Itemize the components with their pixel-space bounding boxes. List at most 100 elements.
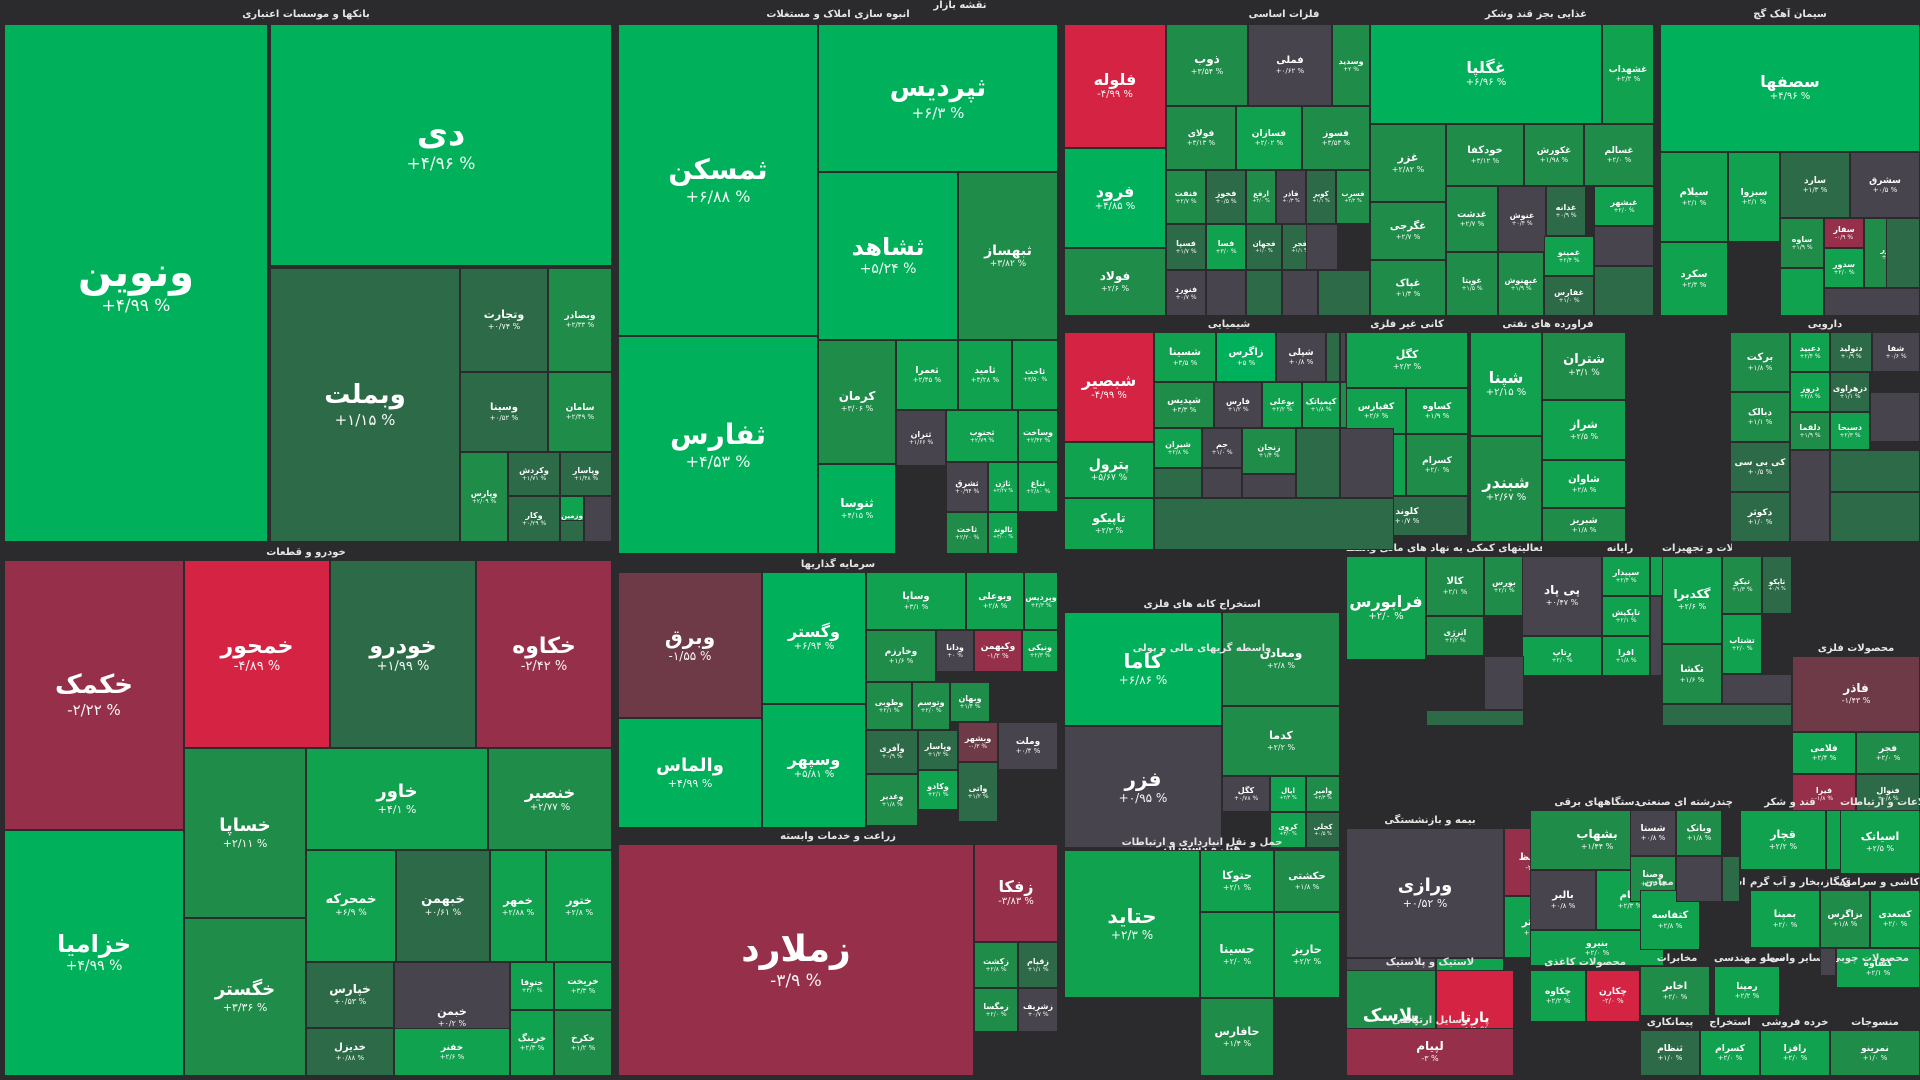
stock-tile[interactable]: زنجان +۱/۴ % bbox=[1242, 428, 1296, 474]
stock-tile[interactable]: وبصادر +۲/۳۳ % bbox=[548, 268, 612, 372]
minor-stock-cell[interactable] bbox=[1824, 288, 1920, 316]
stock-tile[interactable]: شبصیر -۴/۹۹ % bbox=[1064, 332, 1154, 442]
minor-stock-cell[interactable] bbox=[1676, 856, 1722, 902]
stock-tile[interactable]: وصنا +۲/۲ % bbox=[1630, 856, 1676, 902]
minor-stock-cell[interactable] bbox=[1722, 856, 1740, 902]
stock-tile[interactable]: کساوه +۱/۹ % bbox=[1406, 388, 1468, 434]
minor-stock-cell[interactable] bbox=[1790, 450, 1830, 542]
minor-stock-cell[interactable] bbox=[1594, 226, 1654, 266]
stock-tile[interactable]: بالبر +۰/۸ % bbox=[1530, 870, 1596, 930]
stock-tile[interactable]: ثپردیس +۶/۳ % bbox=[818, 24, 1058, 172]
stock-tile[interactable]: وسپهر +۵/۸۱ % bbox=[762, 704, 866, 828]
stock-tile[interactable]: وبهان +۱/۴ % bbox=[950, 682, 990, 722]
stock-tile[interactable]: خاور +۴/۱ % bbox=[306, 748, 488, 850]
stock-tile[interactable]: وساخت +۲/۴۲ % bbox=[1018, 410, 1058, 462]
stock-tile[interactable]: وکادو +۲/۱ % bbox=[918, 770, 958, 810]
stock-tile[interactable]: غکورش +۱/۹۸ % bbox=[1524, 124, 1584, 186]
stock-tile[interactable]: خکاوه -۲/۴۲ % bbox=[476, 560, 612, 748]
stock-tile[interactable]: فنوال +۰/۸ % bbox=[1856, 774, 1920, 814]
minor-stock-cell[interactable] bbox=[1296, 428, 1340, 498]
stock-tile[interactable]: فسرب +۲/۲ % bbox=[1336, 170, 1370, 224]
stock-tile[interactable]: ثبهساز +۳/۸۲ % bbox=[958, 172, 1058, 340]
stock-tile[interactable]: افرا +۱/۸ % bbox=[1602, 636, 1650, 676]
stock-tile[interactable]: اسیاتک +۲/۵ % bbox=[1840, 810, 1920, 874]
stock-tile[interactable]: شپدیس +۳/۳ % bbox=[1154, 382, 1214, 428]
stock-tile[interactable]: وپارس +۲/۰۹ % bbox=[460, 452, 508, 542]
stock-tile[interactable]: فجر +۲/۰ % bbox=[1856, 732, 1920, 774]
stock-tile[interactable]: ثشرق +۰/۹۴ % bbox=[946, 462, 988, 512]
stock-tile[interactable]: خرینگ +۲/۳ % bbox=[510, 1010, 554, 1076]
stock-tile[interactable]: سارد +۱/۳ % bbox=[1780, 152, 1850, 218]
stock-tile[interactable]: وآفری +۰/۹ % bbox=[866, 730, 918, 774]
stock-tile[interactable]: کدما +۲/۲ % bbox=[1222, 706, 1340, 776]
stock-tile[interactable]: غنوش +۰/۴ % bbox=[1498, 186, 1546, 252]
stock-tile[interactable]: فرابورس +۲/۰ % bbox=[1346, 556, 1426, 660]
stock-tile[interactable]: فزر +۰/۹۵ % bbox=[1064, 726, 1222, 848]
stock-tile[interactable]: والماس +۴/۹۹ % bbox=[618, 718, 762, 828]
stock-tile[interactable]: تاپیکو +۲/۳ % bbox=[1064, 498, 1154, 550]
stock-tile[interactable]: ختور +۲/۸ % bbox=[546, 850, 612, 962]
minor-stock-cell[interactable] bbox=[1830, 450, 1920, 492]
stock-tile[interactable]: اپال +۲/۴ % bbox=[1270, 776, 1306, 812]
stock-tile[interactable]: شبندر +۲/۶۷ % bbox=[1470, 436, 1542, 542]
stock-tile[interactable]: شستا +۰/۸ % bbox=[1630, 810, 1676, 856]
stock-tile[interactable]: کجلی +۰/۵ % bbox=[1306, 812, 1340, 848]
stock-tile[interactable]: کیمیاتک +۱/۸ % bbox=[1302, 382, 1340, 428]
stock-tile[interactable]: ثعمرا +۲/۴۵ % bbox=[896, 340, 958, 410]
stock-tile[interactable]: کویر +۱/۱ % bbox=[1306, 170, 1336, 224]
stock-tile[interactable]: سپیدار +۲/۴ % bbox=[1602, 556, 1650, 596]
stock-tile[interactable]: غگرجی +۲/۷ % bbox=[1370, 202, 1446, 260]
stock-tile[interactable]: کی بی سی +۰/۵ % bbox=[1730, 442, 1790, 492]
stock-tile[interactable]: فولای +۳/۱۳ % bbox=[1166, 106, 1236, 170]
stock-tile[interactable]: وساپا +۳/۱ % bbox=[866, 572, 966, 630]
stock-tile[interactable]: شاوان +۲/۸ % bbox=[1542, 460, 1626, 508]
stock-tile[interactable]: جم +۱/۰ % bbox=[1202, 428, 1242, 468]
stock-tile[interactable]: شفا +۰/۶ % bbox=[1872, 332, 1920, 372]
stock-tile[interactable]: کسعدی +۲/۰ % bbox=[1870, 890, 1920, 948]
stock-tile[interactable]: غپاک +۱/۴ % bbox=[1370, 260, 1446, 316]
stock-tile[interactable]: چکارن -۲/۰ % bbox=[1586, 970, 1640, 1022]
stock-tile[interactable]: ثباغ +۲/۸۰ % bbox=[1018, 462, 1058, 512]
minor-stock-cell[interactable] bbox=[1206, 270, 1246, 316]
stock-tile[interactable]: ارفع +۲/۰ % bbox=[1246, 170, 1276, 224]
stock-tile[interactable]: فارس +۱/۲ % bbox=[1214, 382, 1262, 428]
stock-tile[interactable]: دروز +۲/۸ % bbox=[1790, 372, 1830, 412]
stock-tile[interactable]: ثاخت +۳/۵۰ % bbox=[1012, 340, 1058, 410]
stock-tile[interactable]: ونوین +۴/۹۹ % bbox=[4, 24, 268, 542]
stock-tile[interactable]: خساپا +۲/۱۱ % bbox=[184, 748, 306, 918]
minor-stock-cell[interactable] bbox=[1484, 656, 1524, 710]
stock-tile[interactable]: دزهراوی +۱/۱ % bbox=[1830, 372, 1870, 412]
stock-tile[interactable]: ثنظام +۱/۰ % bbox=[1640, 1030, 1700, 1076]
stock-tile[interactable]: وسدید +۲ % bbox=[1332, 24, 1370, 106]
minor-stock-cell[interactable] bbox=[1340, 332, 1346, 382]
minor-stock-cell[interactable] bbox=[1154, 468, 1202, 498]
stock-tile[interactable]: قچار +۲/۲ % bbox=[1740, 810, 1826, 870]
stock-tile[interactable]: فاذر +۰/۳ % bbox=[1276, 170, 1306, 224]
stock-tile[interactable]: خپارس +۰/۵۳ % bbox=[306, 962, 394, 1028]
stock-tile[interactable]: ثالوند +۳/۰۰ % bbox=[988, 512, 1018, 554]
stock-tile[interactable]: حافارس +۱/۴ % bbox=[1200, 998, 1274, 1076]
minor-stock-cell[interactable] bbox=[1820, 948, 1836, 976]
stock-tile[interactable]: دلقما +۱/۹ % bbox=[1790, 412, 1830, 450]
minor-stock-cell[interactable] bbox=[1426, 710, 1524, 726]
stock-tile[interactable]: سفار -۰/۹ % bbox=[1824, 218, 1864, 248]
minor-stock-cell[interactable] bbox=[1202, 468, 1242, 498]
minor-stock-cell[interactable] bbox=[1662, 704, 1792, 726]
stock-tile[interactable]: ثمسکن +۶/۸۸ % bbox=[618, 24, 818, 336]
stock-tile[interactable]: وکار +۰/۲۹ % bbox=[508, 496, 560, 542]
stock-tile[interactable]: غدانه +۰/۹ % bbox=[1546, 186, 1586, 236]
stock-tile[interactable]: تکشا +۱/۶ % bbox=[1662, 644, 1722, 704]
stock-tile[interactable]: سیلام +۲/۱ % bbox=[1660, 152, 1728, 242]
stock-tile[interactable]: فرود +۴/۸۵ % bbox=[1064, 148, 1166, 248]
stock-tile[interactable]: ورازی +۰/۵۲ % bbox=[1346, 828, 1504, 958]
stock-tile[interactable]: شیران +۲/۸ % bbox=[1154, 428, 1202, 468]
stock-tile[interactable]: رافزا +۲/۰ % bbox=[1760, 1030, 1830, 1076]
stock-tile[interactable]: ثامید +۳/۲۸ % bbox=[958, 340, 1012, 410]
stock-tile[interactable]: وپاسار +۱/۲ % bbox=[918, 730, 958, 770]
stock-tile[interactable]: تاپکو +۰/۹ % bbox=[1762, 556, 1792, 614]
stock-tile[interactable]: دعبید +۲/۴ % bbox=[1790, 332, 1830, 372]
stock-tile[interactable]: فسوز +۳/۵۴ % bbox=[1302, 106, 1370, 170]
stock-tile[interactable]: دکوثر +۱/۰ % bbox=[1730, 492, 1790, 542]
stock-tile[interactable]: ثاژن +۲/۴۷ % bbox=[988, 462, 1018, 512]
stock-tile[interactable]: کگل +۲/۳ % bbox=[1346, 332, 1468, 388]
